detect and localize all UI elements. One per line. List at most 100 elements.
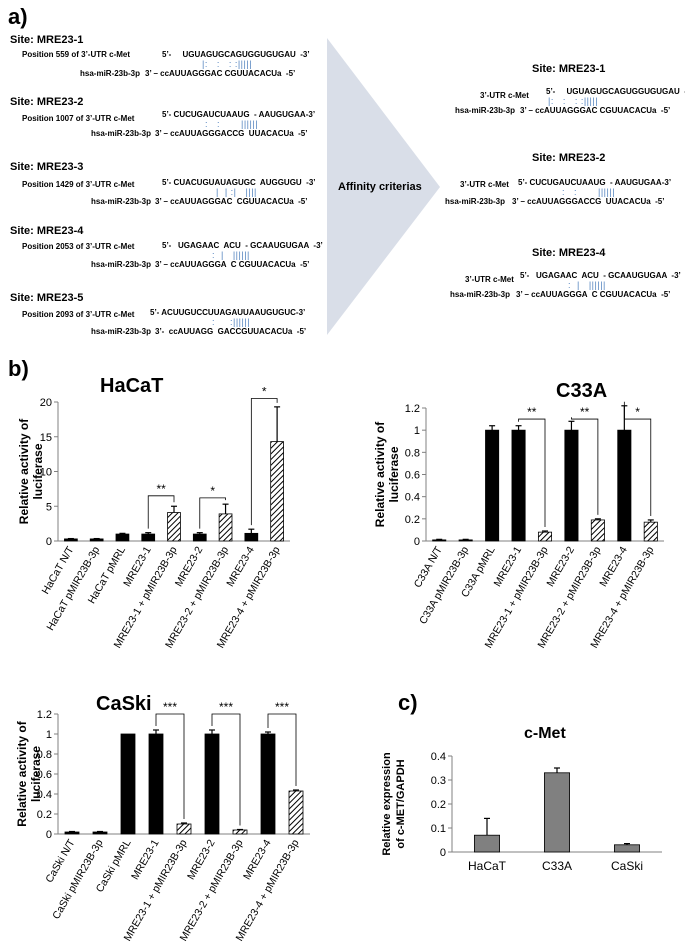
y-tick-label: 0.4 <box>405 492 420 504</box>
mir-label: hsa-miR-23b-3p <box>91 197 152 206</box>
significance-label: ** <box>527 405 537 419</box>
significance-label: ** <box>580 405 590 419</box>
mir-sequence: 3’ – ccAUUAGGGA C CGUUACACUa -5’ <box>155 260 310 269</box>
mir-sequence: 3’ – ccAUUAGGGAC CGUUACACUa -5’ <box>155 197 308 206</box>
affinity-arrow-shape <box>327 38 440 335</box>
y-axis-label: Relative expression <box>381 752 393 856</box>
bar <box>288 790 304 835</box>
utr-sequence: 5’- UGUAGUGCAGUGGUGUGAU -3’ <box>162 50 310 59</box>
site-position: Position 559 of 3’-UTR c-Met <box>22 50 131 59</box>
significance-bracket <box>623 401 652 516</box>
y-axis-label: Relative activity of <box>373 421 387 527</box>
significance-label: * <box>635 405 640 419</box>
bar <box>167 512 181 542</box>
affinity-arrow <box>327 38 440 335</box>
bar <box>511 429 526 542</box>
bar <box>458 539 473 542</box>
significance-label: * <box>262 385 267 399</box>
utr-label: 3’-UTR c-Met <box>460 180 509 189</box>
significance-bracket <box>147 495 175 529</box>
site-position: Position 1007 of 3’-UTR c-Met <box>22 114 135 123</box>
bar <box>64 831 80 835</box>
category-label: CaSki <box>611 859 643 873</box>
base-pairs: : | |||||| <box>568 280 606 290</box>
utr-sequence: 5’- CUACUGUAUAGUGC AUGGUGU -3’ <box>162 178 316 187</box>
utr-sequence: 5’- CUCUGAUCUAAUG - AAUGUGAA-3’ <box>518 178 672 187</box>
mir-sequence: 3’- ccAUUAGG GACCGUUACACUa -5’ <box>155 327 307 336</box>
bar <box>115 533 130 542</box>
y-tick-label: 1 <box>414 425 420 437</box>
base-pairs: : : |||||| <box>562 187 616 197</box>
panel-c-label: c) <box>398 690 418 715</box>
site-position: Position 1429 of 3’-UTR c-Met <box>22 180 135 189</box>
y-tick-label: 0.1 <box>431 823 446 835</box>
bar <box>218 513 233 542</box>
significance-bracket <box>155 713 185 819</box>
bar <box>260 733 276 835</box>
mir-label: hsa-miR-23b-3p <box>91 327 152 336</box>
y-tick-label: 1 <box>46 729 52 741</box>
y-tick-label: 0.2 <box>37 809 52 821</box>
significance-bracket <box>211 713 241 826</box>
bar <box>89 538 104 542</box>
bar <box>564 429 579 542</box>
base-pairs: : : |||||| <box>205 119 259 129</box>
y-tick-label: 5 <box>46 501 52 513</box>
site-title: Site: MRE23-3 <box>10 161 84 173</box>
bar <box>141 533 156 542</box>
y-tick-label: 0.4 <box>431 751 446 763</box>
mir-sequence: 3’ – ccAUUAGGGAC CGUUACACUa -5’ <box>145 69 296 78</box>
mir-sequence: 3’ – ccAUUAGGGAC CGUUACACUa -5’ <box>520 106 671 115</box>
mir-label: hsa-miR-23b-3p <box>455 106 516 115</box>
bar <box>270 441 284 542</box>
significance-label: *** <box>163 700 177 714</box>
base-pairs: |: : : :||||| <box>548 96 599 106</box>
significance-label: ** <box>156 482 166 496</box>
affinity-arrow-label: Affinity criterias <box>338 181 422 193</box>
utr-label: 3’-UTR c-Met <box>465 275 514 284</box>
significance-label: *** <box>275 700 289 714</box>
site-title: Site: MRE23-1 <box>532 63 606 75</box>
base-pairs: |: : : :||||| <box>202 59 253 69</box>
y-tick-label: 0.6 <box>405 470 420 482</box>
significance-bracket <box>518 418 546 528</box>
bar <box>544 772 571 853</box>
bar <box>537 531 553 542</box>
category-label: C33A <box>542 859 572 873</box>
category-label: HaCaT <box>468 859 507 873</box>
site-title: Site: MRE23-5 <box>10 292 84 304</box>
site-title: Site: MRE23-1 <box>10 34 84 46</box>
y-tick-label: 0.2 <box>431 799 446 811</box>
mir-sequence: 3’ – ccAUUAGGGA C CGUUACACUa -5’ <box>516 290 671 299</box>
y-axis-label: of c-MET/GAPDH <box>395 759 407 848</box>
y-tick-label: 0.4 <box>37 789 52 801</box>
y-tick-label: 0 <box>414 536 420 548</box>
y-tick-label: 0 <box>440 847 446 859</box>
y-tick-label: 0.3 <box>431 775 446 787</box>
y-axis-label: luciferase <box>29 746 43 802</box>
y-tick-label: 10 <box>40 467 52 479</box>
bar <box>148 733 164 835</box>
mir-label: hsa-miR-23b-3p <box>91 129 152 138</box>
y-tick-label: 15 <box>40 432 52 444</box>
bar <box>617 429 632 542</box>
y-axis-label: luciferase <box>387 446 401 502</box>
site-title: Site: MRE23-2 <box>10 96 84 108</box>
y-tick-label: 0.8 <box>405 447 420 459</box>
base-pairs: : | |||||| <box>212 250 250 260</box>
significance-label: *** <box>219 700 233 714</box>
chart-title: CaSki <box>96 693 152 715</box>
site-position: Position 2093 of 3’-UTR c-Met <box>22 310 135 319</box>
bar <box>485 429 500 542</box>
significance-bracket <box>267 713 297 786</box>
bar <box>176 823 192 835</box>
mir-sequence: 3’ – ccAUUAGGGACCG UUACACUa -5’ <box>512 197 665 206</box>
mir-sequence: 3’ – ccAUUAGGGACCG UUACACUa -5’ <box>155 129 308 138</box>
chart-title: HaCaT <box>100 375 163 397</box>
bar <box>643 521 658 542</box>
y-axis-label: Relative activity of <box>15 720 29 826</box>
mir-label: hsa-miR-23b-3p <box>91 260 152 269</box>
y-tick-label: 20 <box>40 397 52 409</box>
category-label: CaSki pMIR23B-3p <box>50 837 105 921</box>
